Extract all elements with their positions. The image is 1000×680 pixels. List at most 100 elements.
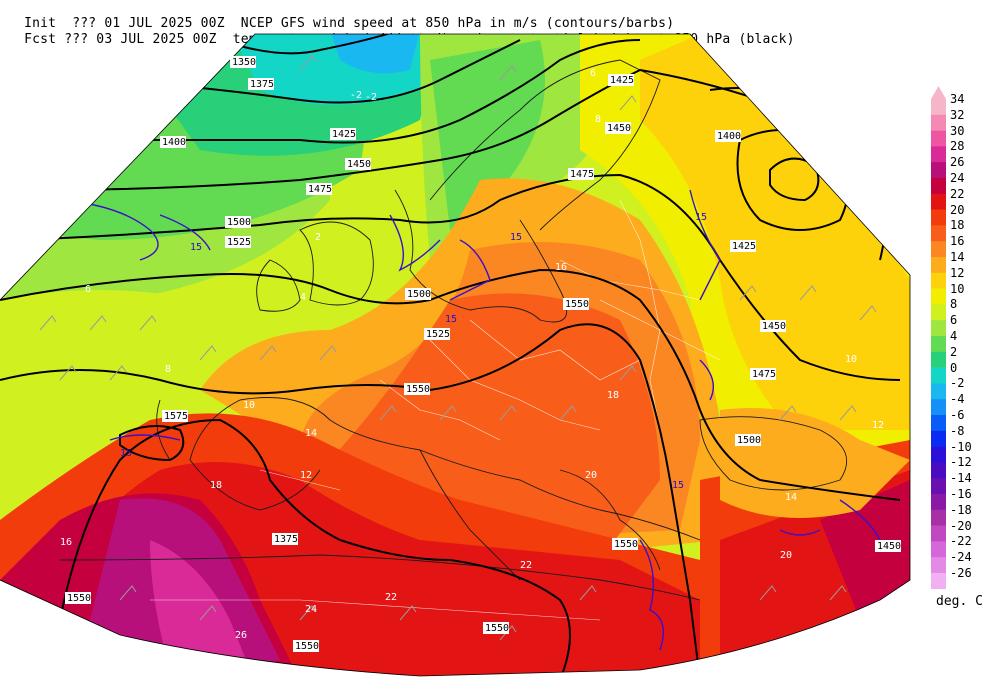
svg-text:1375: 1375 [274,534,298,545]
svg-text:1425: 1425 [332,129,356,140]
colorbar-swatch [931,541,946,558]
svg-text:1550: 1550 [295,641,319,652]
height-label: 1500 [735,434,761,446]
colorbar-tick-label: 0 [950,360,958,375]
colorbar-tick-label: 26 [950,155,965,170]
init-time: Init ??? 01 JUL 2025 00Z [24,16,225,31]
height-label: 1550 [404,383,430,395]
height-label: 1550 [483,622,509,634]
wind-label: 15 [445,314,457,325]
temp-label: 14 [785,492,797,503]
svg-text:1350: 1350 [232,57,256,68]
header-line-1: Init ??? 01 JUL 2025 00Z NCEP GFS wind s… [8,1,674,31]
svg-text:1550: 1550 [485,623,509,634]
height-label: 1500 [225,216,251,228]
colorbar-swatch [931,494,946,511]
svg-text:1425: 1425 [732,241,756,252]
temp-label: -2 [365,92,377,103]
domain-outline [0,33,911,677]
height-label: 1475 [568,168,594,180]
wind-contours [59,189,881,651]
colorbar-swatch [931,304,946,321]
height-label: 1425 [730,240,756,252]
svg-text:1375: 1375 [250,79,274,90]
colorbar-swatch [931,430,946,447]
wind-label: 15 [120,448,132,459]
svg-text:1500: 1500 [737,435,761,446]
temp-label: 6 [590,68,596,79]
height-label: 1550 [563,298,589,310]
wind-label: 15 [190,242,202,253]
colorbar-tick-label: 8 [950,297,958,312]
temp-label: 16 [555,262,567,273]
wind-speed-labels: 15 15 15 15 15 15 [120,212,707,491]
product-title: NCEP GFS wind speed at 850 hPa in m/s (c… [240,16,675,31]
colorbar-swatch [931,178,946,195]
country-borders [150,199,721,621]
colorbar-tick-label: -6 [950,408,965,422]
svg-text:1525: 1525 [227,237,251,248]
colorbar-tick-label: -10 [950,439,972,454]
colorbar-swatch [931,367,946,384]
temp-label: 18 [607,390,619,401]
svg-text:1450: 1450 [877,541,901,552]
colorbar-swatch [931,399,946,416]
colorbar-swatch [931,478,946,495]
colorbar-tick-label: -4 [950,392,965,407]
colorbar-swatch [931,99,946,116]
svg-text:1450: 1450 [607,123,631,134]
svg-text:1425: 1425 [610,75,634,86]
colorbar-tick-label: 12 [950,265,965,280]
temp-label: 8 [595,114,601,125]
height-label: 1550 [293,640,319,652]
colorbar-tick-label: 6 [950,313,958,328]
forecast-time: Fcst ??? 03 JUL 2025 00Z [24,32,217,47]
temp-label: 12 [300,470,312,481]
colorbar-swatch [931,146,946,163]
wind-label: 15 [510,232,522,243]
svg-text:1550: 1550 [67,593,91,604]
colorbar-tick-label: -24 [950,550,972,565]
height-label: 1375 [248,78,274,90]
colorbar-tick-label: 32 [950,107,965,122]
wind-label: 15 [672,480,684,491]
colorbar-swatch [931,114,946,131]
svg-text:1400: 1400 [162,137,186,148]
colorbar-tick-label: -8 [950,423,965,438]
colorbar-swatch [931,320,946,337]
colorbar-tick-label: 2 [950,344,958,359]
height-label: 1550 [612,538,638,550]
colorbar-swatch [931,336,946,353]
wind-barbs [39,55,877,641]
height-label: 1350 [230,56,256,68]
svg-text:1475: 1475 [570,169,594,180]
colorbar-swatch [931,130,946,147]
colorbar-tick-label: 10 [950,281,965,296]
colorbar-tick-label: -2 [950,376,965,391]
svg-text:1500: 1500 [407,289,431,300]
colorbar-tick-label: 20 [950,202,965,217]
colorbar-swatch [931,272,946,289]
temp-label: 10 [243,400,255,411]
colorbar-top-arrow [931,86,946,99]
svg-text:1525: 1525 [426,329,450,340]
coastlines [59,59,848,601]
temperature-labels: -2 2 4 6 8 10 12 14 16 18 20 22 24 26 10… [60,68,884,641]
temp-label: 2 [315,232,321,243]
colorbar-swatch [931,415,946,432]
colorbar-tick-label: 14 [950,250,965,264]
height-label: 1525 [424,328,450,340]
temp-label: 18 [210,480,222,491]
colorbar-swatch [931,288,946,305]
svg-text:1400: 1400 [717,131,741,142]
temp-label: -2 [350,90,362,101]
temp-label: 22 [385,592,397,603]
height-contours [0,34,901,676]
temp-label: 14 [305,428,317,439]
colorbar-swatch [931,509,946,526]
colorbar-tick-label: 18 [950,218,965,233]
height-label: 1375 [272,533,298,545]
colorbar-tick-label: -22 [950,534,972,549]
temp-label: 24 [305,604,317,615]
height-label: 1525 [225,236,251,248]
